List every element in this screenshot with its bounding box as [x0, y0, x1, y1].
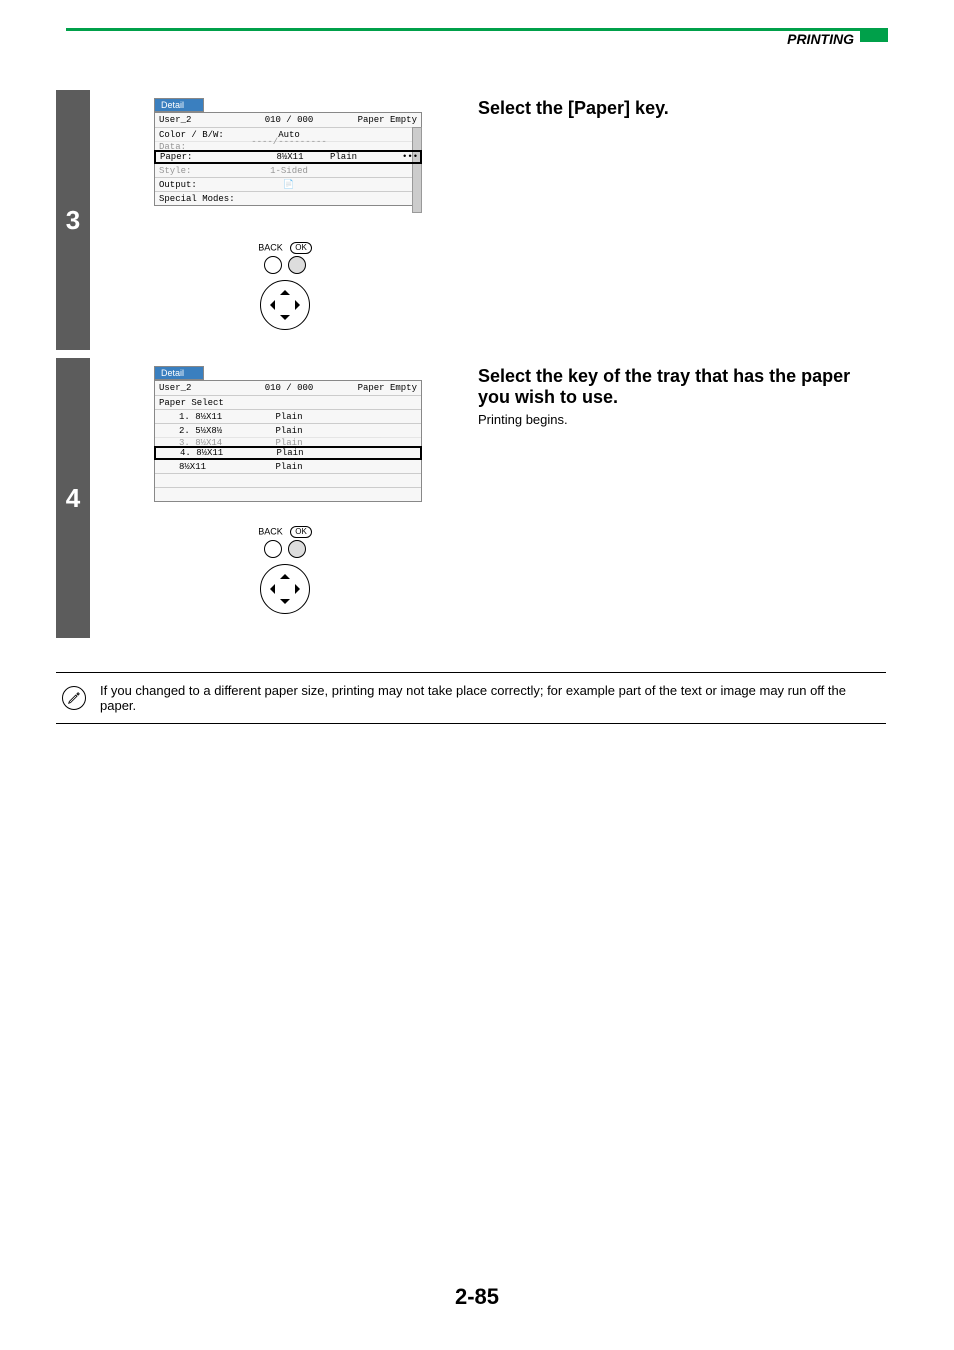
dpad-left-icon: [265, 300, 275, 310]
lcd-row-paper-selected[interactable]: Paper:8½X11Plain•••: [154, 150, 422, 164]
lcd-count: 010 / 000: [249, 115, 329, 125]
lcd-tray-row-selected[interactable]: 4. 8½X11Plain: [154, 446, 422, 460]
lcd-row-value: 8½X11: [250, 152, 330, 162]
step3-instruction: Select the [Paper] key.: [478, 98, 874, 119]
lcd-row-dots: •••: [402, 152, 416, 162]
lcd-body: User_2010 / 000Paper Empty Color / B/W:A…: [154, 112, 422, 206]
lcd-row-label: 8½X11: [159, 462, 249, 472]
lcd-row-value: 📄: [249, 180, 329, 190]
dpad-right-icon: [295, 300, 305, 310]
lcd-row-extra: Plain: [330, 152, 402, 162]
lcd-status: Paper Empty: [329, 115, 417, 125]
dpad[interactable]: [260, 564, 310, 614]
dpad-down-icon: [280, 599, 290, 609]
back-button[interactable]: [264, 256, 282, 274]
lcd-count: 010 / 000: [249, 383, 329, 393]
lcd-title: Detail: [154, 98, 204, 112]
lcd-row-label: Special Modes:: [159, 194, 249, 204]
lcd-row-label: Output:: [159, 180, 249, 190]
lcd-body: User_2010 / 000Paper Empty Paper Select …: [154, 380, 422, 502]
step-number-label: 3: [66, 205, 80, 236]
pencil-icon: [67, 691, 81, 705]
lcd-tray-row[interactable]: 2. 5½X8½Plain: [155, 423, 421, 437]
lcd-header-row: Paper Select: [159, 398, 249, 408]
note-box: If you changed to a different paper size…: [56, 672, 886, 724]
lcd-row-label: Color / B/W:: [159, 130, 249, 140]
step-number-4: 4: [56, 358, 90, 638]
dpad[interactable]: [260, 280, 310, 330]
lcd-row-value: Plain: [250, 448, 330, 458]
step3-instruction-title: Select the [Paper] key.: [478, 98, 874, 119]
step4-instruction-title: Select the key of the tray that has the …: [478, 366, 874, 408]
dpad-up-icon: [280, 285, 290, 295]
lcd-row-label: 2. 5½X8½: [159, 426, 249, 436]
control-pad-step4: BACK OK: [240, 526, 330, 614]
lcd-row-label: Paper:: [160, 152, 250, 162]
header-section-title: PRINTING: [787, 31, 854, 47]
lcd-scrollbar[interactable]: [412, 127, 422, 213]
ok-button[interactable]: [288, 540, 306, 558]
lcd-user: User_2: [159, 115, 249, 125]
step4-instruction: Select the key of the tray that has the …: [478, 366, 874, 427]
lcd-tray-row[interactable]: 8½X11Plain: [155, 459, 421, 473]
lcd-row-label: Style:: [159, 166, 249, 176]
lcd-row-value: Plain: [249, 462, 329, 472]
step4-instruction-body: Printing begins.: [478, 412, 874, 427]
ok-label: OK: [290, 242, 312, 254]
dpad-right-icon: [295, 584, 305, 594]
lcd-title: Detail: [154, 366, 204, 380]
control-pad-step3: BACK OK: [240, 242, 330, 330]
back-button[interactable]: [264, 540, 282, 558]
ok-button[interactable]: [288, 256, 306, 274]
lcd-user: User_2: [159, 383, 249, 393]
dpad-down-icon: [280, 315, 290, 325]
dpad-up-icon: [280, 569, 290, 579]
lcd-row-value: Plain: [249, 426, 329, 436]
back-label: BACK: [258, 526, 283, 536]
lcd-panel-step3: Detail User_2010 / 000Paper Empty Color …: [154, 98, 422, 206]
header-rule: [66, 28, 888, 31]
note-text: If you changed to a different paper size…: [100, 683, 880, 713]
lcd-tray-row[interactable]: 1. 8½X11Plain: [155, 409, 421, 423]
step-number-3: 3: [56, 90, 90, 350]
dpad-left-icon: [265, 584, 275, 594]
back-label: BACK: [258, 242, 283, 252]
ok-label: OK: [290, 526, 312, 538]
lcd-row-label: 4. 8½X11: [160, 448, 250, 458]
step-number-label: 4: [66, 483, 80, 514]
page-number: 2-85: [0, 1284, 954, 1310]
lcd-status: Paper Empty: [329, 383, 417, 393]
lcd-panel-step4: Detail User_2010 / 000Paper Empty Paper …: [154, 366, 422, 502]
lcd-row-label: 1. 8½X11: [159, 412, 249, 422]
note-icon: [62, 686, 86, 710]
lcd-row-value: 1-Sided: [249, 166, 329, 176]
lcd-row-value: Plain: [249, 412, 329, 422]
